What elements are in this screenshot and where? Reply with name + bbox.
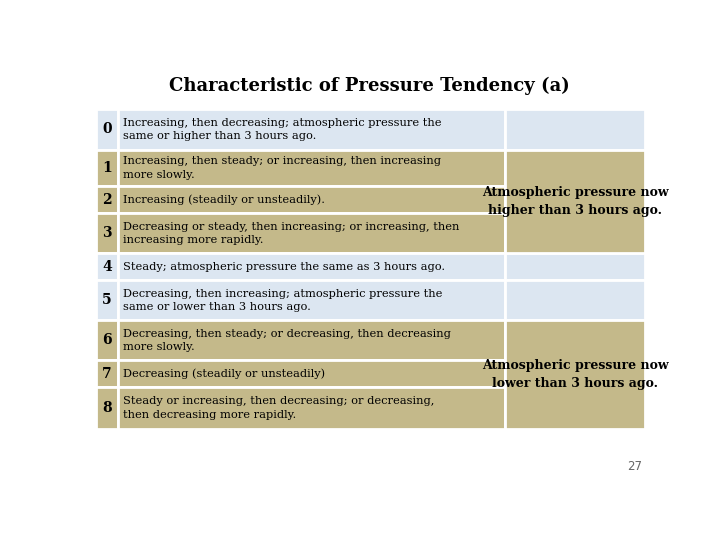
- Bar: [505, 253, 645, 280]
- Text: Steady or increasing, then decreasing; or decreasing,
then decreasing more rapid: Steady or increasing, then decreasing; o…: [123, 396, 435, 420]
- Bar: [118, 110, 505, 150]
- Bar: [96, 361, 118, 387]
- Text: Characteristic of Pressure Tendency (a): Characteristic of Pressure Tendency (a): [168, 77, 570, 96]
- Text: 27: 27: [627, 460, 642, 473]
- Bar: [96, 320, 118, 361]
- Text: Increasing, then decreasing; atmospheric pressure the
same or higher than 3 hour: Increasing, then decreasing; atmospheric…: [123, 118, 442, 141]
- Text: Increasing (steadily or unsteadily).: Increasing (steadily or unsteadily).: [123, 194, 325, 205]
- Text: Atmospheric pressure now
lower than 3 hours ago.: Atmospheric pressure now lower than 3 ho…: [482, 359, 668, 390]
- Text: 6: 6: [102, 334, 112, 347]
- Bar: [96, 213, 118, 253]
- Bar: [118, 213, 505, 253]
- Text: Decreasing (steadily or unsteadily): Decreasing (steadily or unsteadily): [123, 369, 325, 379]
- Bar: [118, 253, 505, 280]
- Bar: [96, 387, 118, 429]
- Text: Steady; atmospheric pressure the same as 3 hours ago.: Steady; atmospheric pressure the same as…: [123, 262, 446, 272]
- Bar: [96, 186, 118, 213]
- Bar: [505, 361, 645, 387]
- Bar: [96, 150, 118, 186]
- Bar: [118, 387, 505, 429]
- Bar: [505, 213, 645, 253]
- Bar: [96, 280, 118, 320]
- Text: 1: 1: [102, 161, 112, 175]
- Text: 5: 5: [102, 293, 112, 307]
- Bar: [118, 320, 505, 361]
- Bar: [118, 150, 505, 186]
- Bar: [96, 110, 118, 150]
- Bar: [505, 186, 645, 213]
- Text: Decreasing or steady, then increasing; or increasing, then
increasing more rapid: Decreasing or steady, then increasing; o…: [123, 221, 459, 245]
- Bar: [505, 110, 645, 150]
- Text: Increasing, then steady; or increasing, then increasing
more slowly.: Increasing, then steady; or increasing, …: [123, 156, 441, 180]
- Text: Decreasing, then increasing; atmospheric pressure the
same or lower than 3 hours: Decreasing, then increasing; atmospheric…: [123, 288, 443, 312]
- Text: 7: 7: [102, 367, 112, 381]
- Text: Decreasing, then steady; or decreasing, then decreasing
more slowly.: Decreasing, then steady; or decreasing, …: [123, 329, 451, 352]
- Bar: [118, 280, 505, 320]
- Bar: [505, 280, 645, 320]
- Bar: [505, 150, 645, 186]
- Bar: [505, 320, 645, 429]
- Text: 8: 8: [102, 401, 112, 415]
- Text: 3: 3: [102, 226, 112, 240]
- Bar: [96, 253, 118, 280]
- Text: 0: 0: [102, 123, 112, 137]
- Bar: [118, 186, 505, 213]
- Bar: [505, 320, 645, 361]
- Bar: [505, 387, 645, 429]
- Text: 4: 4: [102, 260, 112, 274]
- Bar: [118, 361, 505, 387]
- Text: 2: 2: [102, 193, 112, 207]
- Bar: [505, 150, 645, 253]
- Text: Atmospheric pressure now
higher than 3 hours ago.: Atmospheric pressure now higher than 3 h…: [482, 186, 668, 217]
